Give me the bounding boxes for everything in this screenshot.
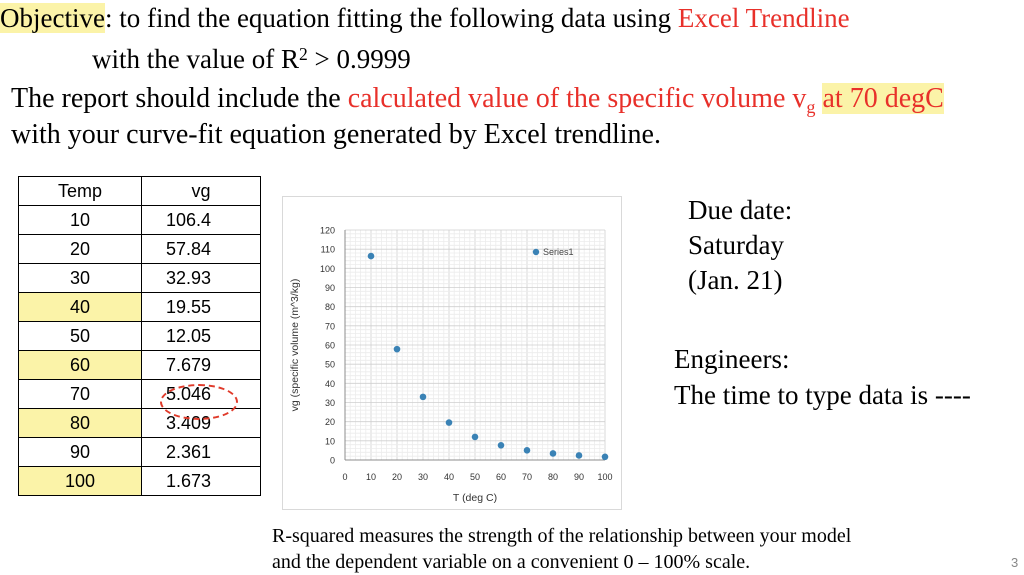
x-tick-label: 60 xyxy=(496,472,506,482)
y-tick-labels: 0 10 20 30 40 50 60 70 80 90 100 110 120 xyxy=(320,226,335,466)
x-tick-label: 40 xyxy=(444,472,454,482)
engineers-label: Engineers: xyxy=(674,344,790,374)
data-point xyxy=(445,419,453,426)
cell-vg: 57.84 xyxy=(141,234,261,264)
header-vg: vg xyxy=(141,176,261,206)
r2-superscript: 2 xyxy=(298,44,308,64)
report-line-2: with your curve-fit equation generated b… xyxy=(11,119,661,150)
header-temp: Temp xyxy=(18,176,142,206)
cell-vg: 1.673 xyxy=(141,466,261,496)
report-red-text: calculated value of the specific volume … xyxy=(347,83,807,114)
chart-axes xyxy=(344,230,605,461)
y-tick-label: 40 xyxy=(325,379,335,389)
cell-temp: 70 xyxy=(18,379,142,409)
cell-temp: 20 xyxy=(18,234,142,264)
cell-temp: 30 xyxy=(18,263,142,293)
x-tick-label: 0 xyxy=(342,472,347,482)
cell-vg: 12.05 xyxy=(141,321,261,351)
x-tick-label: 100 xyxy=(597,472,612,482)
y-tick-label: 110 xyxy=(321,245,335,255)
y-tick-label: 10 xyxy=(325,436,335,446)
r-squared-note-line-2: and the dependent variable on a convenie… xyxy=(272,551,751,573)
cell-temp: 10 xyxy=(18,205,142,235)
x-tick-label: 50 xyxy=(470,472,480,482)
cell-temp: 100 xyxy=(18,466,142,496)
legend-marker xyxy=(532,248,540,256)
table-header-row: Temp vg xyxy=(18,176,261,206)
table-row: 30 32.93 xyxy=(18,263,261,293)
excel-trendline-text: Excel Trendline xyxy=(677,3,850,33)
x-tick-label: 70 xyxy=(522,472,532,482)
cell-vg: 2.361 xyxy=(141,437,261,467)
objective-text: : to find the equation fitting the follo… xyxy=(104,3,678,33)
scatter-chart: 0 10 20 30 40 50 60 70 80 90 100 110 120 0 10 20 30 40 50… xyxy=(282,196,622,510)
table-row: 100 1.673 xyxy=(18,466,261,496)
objective-label: Objective xyxy=(0,3,105,33)
data-point xyxy=(523,447,531,454)
x-tick-label: 90 xyxy=(574,472,584,482)
r2-text-a: with the value of R xyxy=(92,44,299,74)
y-tick-label: 70 xyxy=(325,321,335,331)
page-number: 3 xyxy=(1011,555,1019,570)
x-tick-label: 20 xyxy=(392,472,402,482)
report-text: The report should include the xyxy=(11,83,348,114)
table-row: 50 12.05 xyxy=(18,321,261,351)
r2-text-b: > 0.9999 xyxy=(307,44,411,74)
table-row: 60 7.679 xyxy=(18,350,261,380)
chart-legend: Series1 xyxy=(532,247,574,257)
data-points xyxy=(367,252,609,461)
cell-temp: 40 xyxy=(18,292,142,322)
r-squared-note-line-1: R-squared measures the strength of the r… xyxy=(272,525,852,547)
data-table: Temp vg 10 106.4 20 57.84 30 32.93 40 19.55 … xyxy=(18,176,261,496)
legend-label: Series1 xyxy=(543,247,574,257)
report-highlight: at 70 degC xyxy=(822,83,944,114)
y-tick-label: 20 xyxy=(325,417,335,427)
table-row: 40 19.55 xyxy=(18,292,261,322)
cell-vg: 106.4 xyxy=(141,205,261,235)
y-tick-label: 80 xyxy=(325,302,335,312)
x-tick-label: 30 xyxy=(418,472,428,482)
due-date-label: Due date: xyxy=(688,195,793,225)
report-line-1: The report should include the calculated… xyxy=(11,82,944,124)
cell-temp: 50 xyxy=(18,321,142,351)
cell-temp: 80 xyxy=(18,408,142,438)
report-subscript: g xyxy=(806,97,816,117)
cell-vg: 19.55 xyxy=(141,292,261,322)
y-axis-label: vg (specific volume (m^3/kg) xyxy=(289,279,301,412)
cell-vg: 7.679 xyxy=(141,350,261,380)
data-point xyxy=(575,452,583,459)
data-point xyxy=(497,441,505,449)
cell-temp: 60 xyxy=(18,350,142,380)
dashed-circle-annotation xyxy=(160,384,238,420)
cell-temp: 90 xyxy=(18,437,142,467)
due-date-date: (Jan. 21) xyxy=(688,265,783,295)
table-row: 90 2.361 xyxy=(18,437,261,467)
objective-line-1: Objective: to find the equation fitting … xyxy=(0,2,850,34)
data-point xyxy=(601,453,609,461)
y-tick-label: 0 xyxy=(330,456,335,466)
data-point xyxy=(471,433,479,441)
table-row: 80 3.409 xyxy=(18,408,261,438)
cell-vg: 32.93 xyxy=(141,263,261,293)
table-row: 10 106.4 xyxy=(18,205,261,235)
x-axis-label: T (deg C) xyxy=(453,492,497,504)
due-date-day: Saturday xyxy=(688,230,784,260)
data-point xyxy=(549,450,557,457)
table-row: 20 57.84 xyxy=(18,234,261,264)
y-tick-label: 100 xyxy=(320,264,335,274)
chart-grid xyxy=(344,229,606,461)
y-tick-label: 120 xyxy=(320,226,335,236)
x-tick-labels: 0 10 20 30 40 50 60 70 80 90 100 xyxy=(342,472,612,482)
data-point xyxy=(393,345,401,353)
y-tick-label: 60 xyxy=(325,341,335,351)
x-tick-label: 10 xyxy=(366,472,376,482)
y-tick-label: 50 xyxy=(325,360,335,370)
engineers-note: The time to type data is ---- xyxy=(674,380,971,410)
y-tick-label: 30 xyxy=(325,398,335,408)
data-point xyxy=(419,393,427,401)
data-point xyxy=(367,252,375,260)
y-tick-label: 90 xyxy=(325,283,335,293)
x-tick-label: 80 xyxy=(548,472,558,482)
objective-line-2: with the value of R2 > 0.9999 xyxy=(92,38,411,75)
